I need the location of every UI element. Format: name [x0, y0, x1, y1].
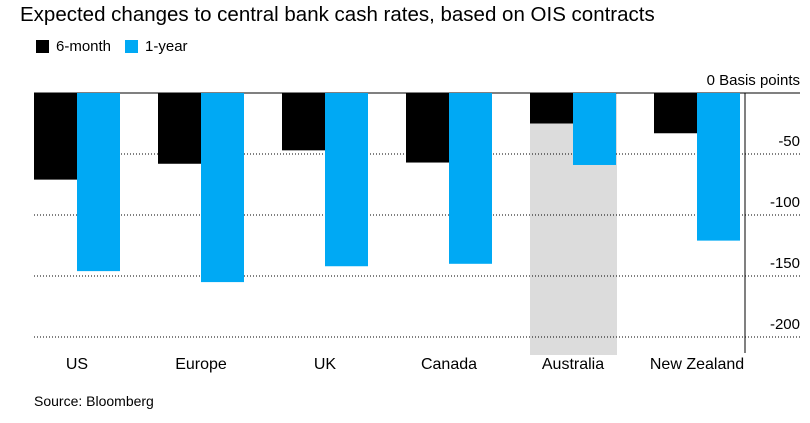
bar-australia-6-month [530, 93, 573, 124]
y-tick-label-150: -150 [770, 255, 800, 272]
source-note: Source: Bloomberg [34, 393, 154, 409]
bar-canada-1-year [449, 93, 492, 264]
y-tick-label-100: -100 [770, 194, 800, 211]
legend-item-1-year: 1-year [125, 38, 188, 55]
bar-new-zealand-1-year [697, 93, 740, 241]
x-tick-label-australia: Australia [542, 356, 604, 373]
legend-label-6-month: 6-month [56, 38, 112, 55]
bar-uk-6-month [282, 93, 325, 151]
legend-swatch-1-year [125, 40, 139, 53]
chart-title: Expected changes to central bank cash ra… [20, 3, 655, 26]
y-tick-label-50: -50 [778, 133, 800, 150]
x-tick-label-europe: Europe [175, 356, 227, 373]
bar-new-zealand-6-month [654, 93, 697, 134]
x-tick-label-canada: Canada [421, 356, 477, 373]
x-tick-label-new-zealand: New Zealand [650, 356, 744, 373]
bar-canada-6-month [406, 93, 449, 163]
y-tick-label-0: 0 Basis points [707, 72, 800, 89]
x-tick-label-uk: UK [314, 356, 337, 373]
x-tick-label-us: US [66, 356, 88, 373]
legend: 6-month 1-year [36, 38, 202, 55]
bar-us-6-month [34, 93, 77, 180]
bar-us-1-year [77, 93, 120, 272]
bar-europe-1-year [201, 93, 244, 283]
legend-label-1-year: 1-year [145, 38, 188, 55]
bar-europe-6-month [158, 93, 201, 164]
bar-australia-1-year [573, 93, 616, 165]
bar-uk-1-year [325, 93, 368, 267]
legend-swatch-6-month [36, 40, 49, 53]
legend-item-6-month: 6-month [36, 38, 111, 55]
y-tick-label-200: -200 [770, 316, 800, 333]
